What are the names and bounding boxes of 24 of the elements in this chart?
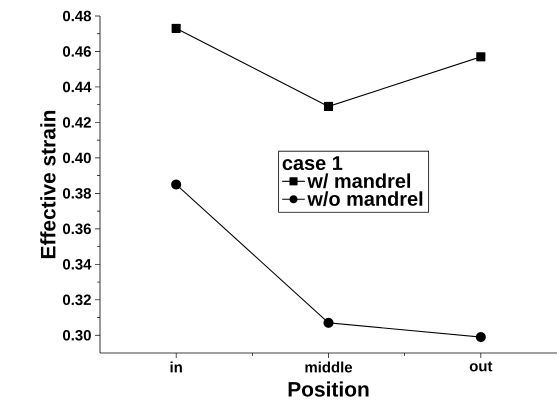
legend-label: w/o mandrel	[307, 191, 422, 206]
point	[171, 179, 182, 190]
y-tick-label: 0.36	[62, 224, 91, 234]
y-tick-label: 0.48	[62, 10, 92, 22]
y-axis-title: Effective strain	[40, 110, 56, 258]
y-tick-label: 0.30	[62, 330, 91, 341]
legend-label: w/ mandrel	[307, 173, 410, 188]
point	[476, 52, 486, 62]
y-tick-label: 0.32	[62, 294, 91, 306]
y-tick-label: 0.44	[62, 82, 92, 92]
point	[324, 102, 334, 112]
x-tick-label: in	[170, 362, 182, 372]
point	[172, 24, 181, 33]
y-tick-label: 0.40	[62, 152, 91, 164]
x-tick-label: middle	[305, 362, 352, 372]
x-axis-title: Position	[288, 381, 368, 397]
point	[476, 332, 486, 342]
x-tick-label: out	[470, 362, 492, 372]
legend-title: case 1	[282, 156, 342, 170]
y-tick-label: 0.42	[62, 117, 91, 128]
y-tick-label: 0.38	[62, 188, 92, 199]
y-tick-label: 0.46	[62, 46, 91, 57]
point	[323, 318, 334, 328]
y-tick-label: 0.34	[62, 259, 92, 270]
